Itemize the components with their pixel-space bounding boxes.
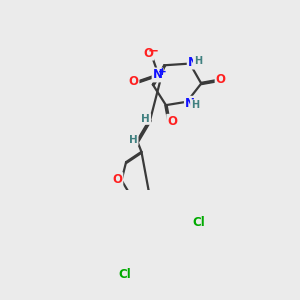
Text: N: N <box>153 68 163 82</box>
Text: H: H <box>191 100 199 110</box>
Text: O: O <box>128 75 139 88</box>
Text: O: O <box>216 74 226 86</box>
Text: O: O <box>112 173 122 186</box>
Text: O: O <box>167 115 177 128</box>
Text: N: N <box>185 97 195 110</box>
Text: O: O <box>143 46 153 60</box>
Text: N: N <box>188 56 198 69</box>
Text: H: H <box>141 114 150 124</box>
Text: +: + <box>158 67 166 77</box>
Text: H: H <box>194 56 202 66</box>
Text: Cl: Cl <box>118 268 131 281</box>
Text: Cl: Cl <box>193 216 205 229</box>
Text: −: − <box>148 45 159 58</box>
Text: H: H <box>129 135 138 145</box>
